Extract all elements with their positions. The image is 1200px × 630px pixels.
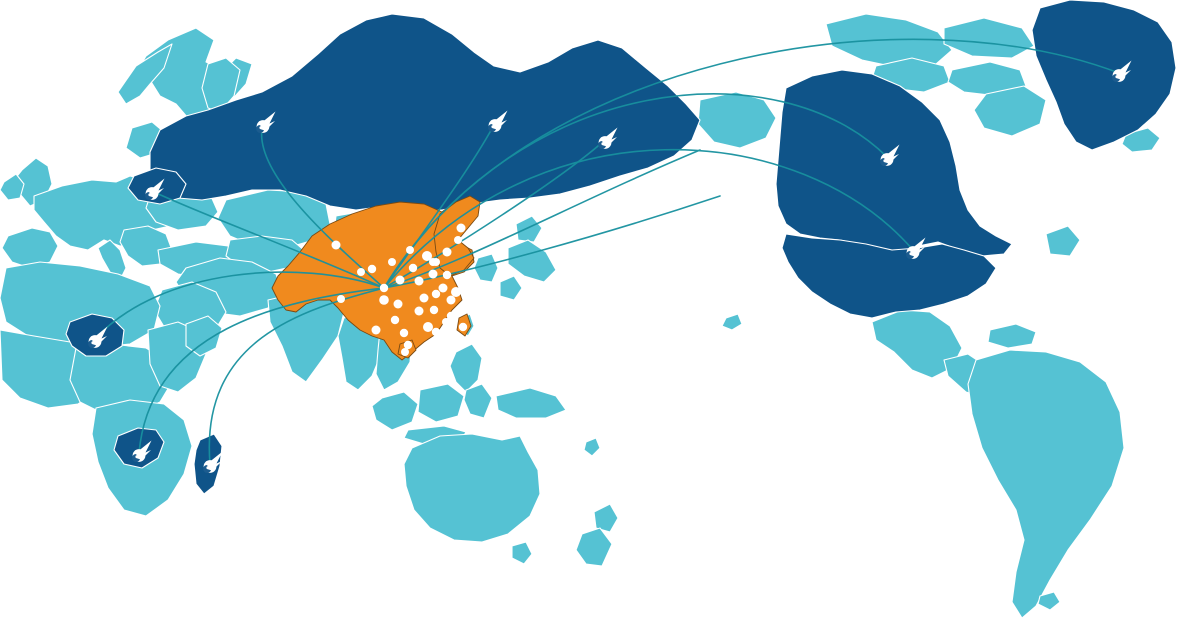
country-tasmania	[511, 541, 533, 565]
country-pacific-islands	[583, 437, 601, 457]
hub-dot[interactable]: Central hub	[379, 283, 389, 293]
route-hub-to-madagascar[interactable]	[208, 287, 385, 465]
country-philippines	[449, 343, 483, 393]
country-png	[495, 387, 567, 419]
route-far-east-extra-1[interactable]	[383, 149, 701, 289]
country-india	[267, 291, 345, 383]
city-dot[interactable]: Hefei	[431, 289, 441, 299]
country-central-africa	[69, 343, 173, 415]
country-ireland	[0, 173, 25, 201]
city-dot[interactable]: Chongqing	[393, 299, 403, 309]
route-hub-to-united-states[interactable]	[383, 148, 914, 289]
country-arctic-isle-2	[943, 17, 1035, 59]
destination-countries-layer	[65, 0, 1177, 495]
city-dot[interactable]: Harbin	[456, 223, 466, 233]
city-dot[interactable]: Yinchuan	[388, 258, 396, 266]
country-russia[interactable]	[149, 13, 701, 211]
city-dot[interactable]: Hohhot	[406, 246, 414, 254]
city-dot[interactable]: Tianjin	[429, 258, 437, 266]
city-dot[interactable]: Jinan	[428, 269, 438, 279]
city-dot[interactable]: Nanchang	[429, 305, 439, 315]
city-dot[interactable]: Nanjing	[438, 283, 448, 293]
country-iberia	[1, 227, 59, 269]
country-new-zealand-n	[593, 503, 619, 533]
network-hub-layer: Central hub	[379, 283, 389, 293]
route-arcs-layer	[94, 38, 1120, 465]
country-alaska-base	[697, 91, 777, 149]
route-hub-to-niger[interactable]	[94, 271, 385, 340]
country-united-states[interactable]	[781, 233, 997, 319]
country-canada[interactable]	[775, 69, 1013, 257]
country-indonesia-sumatra	[371, 391, 419, 431]
country-iceland	[1121, 127, 1161, 153]
city-dot[interactable]: Xining	[357, 268, 365, 276]
city-dot[interactable]: Kunming	[371, 325, 381, 335]
city-dot[interactable]: Zhengzhou	[414, 276, 424, 286]
country-japan-honshu	[507, 239, 557, 283]
city-dot[interactable]: Changsha	[414, 306, 424, 316]
city-dot[interactable]: Wuhan	[419, 293, 429, 303]
country-hawaii	[721, 313, 743, 331]
city-dot[interactable]: Xiamen	[442, 318, 450, 326]
city-dot[interactable]: Beijing	[422, 251, 432, 261]
country-japan-hokkaido	[515, 215, 543, 243]
city-dot[interactable]: Nanning	[399, 328, 409, 338]
domestic-cities-layer: UrumqiHarbinChangchunShenyangDalianHohho…	[331, 223, 468, 356]
city-dot[interactable]: Taiyuan	[408, 263, 418, 273]
city-dot[interactable]: Chengdu	[379, 295, 389, 305]
city-dot[interactable]: Hangzhou	[446, 295, 456, 305]
city-dot[interactable]: Lanzhou	[367, 264, 377, 274]
country-italy	[97, 239, 127, 281]
city-dot[interactable]: Shanghai	[451, 287, 461, 297]
country-japan-kyushu	[499, 275, 523, 301]
city-dot[interactable]: Sanya	[401, 348, 409, 356]
country-indonesia-borneo	[417, 383, 465, 423]
city-dot[interactable]: Haikou	[403, 340, 413, 350]
country-greenland[interactable]	[1031, 0, 1177, 151]
city-dot[interactable]: Fuzhou	[446, 311, 456, 321]
country-caribbean	[987, 323, 1037, 349]
city-dot[interactable]: Lhasa	[337, 295, 345, 303]
route-hub-to-russia-far-east[interactable]	[383, 139, 606, 289]
city-dot[interactable]: Guangzhou	[423, 322, 433, 332]
country-baffin	[973, 85, 1047, 137]
city-dot[interactable]: Shenzhen	[431, 327, 441, 337]
route-hub-to-zambia[interactable]	[138, 287, 385, 454]
city-dot[interactable]: Qingdao	[442, 270, 452, 280]
city-dot[interactable]: Shenyang	[442, 247, 452, 257]
country-australia	[403, 433, 541, 543]
country-horn-africa	[185, 315, 223, 357]
country-south-america	[967, 349, 1125, 619]
country-newfoundland	[1045, 225, 1081, 257]
route-hub-to-canada[interactable]	[383, 93, 888, 289]
city-dot[interactable]: Urumqi	[331, 240, 341, 250]
country-sulawesi	[463, 383, 493, 419]
city-dot[interactable]: Changchun	[454, 236, 462, 244]
country-falklands	[1037, 591, 1061, 611]
city-dot[interactable]: Guiyang	[390, 315, 400, 325]
city-dot[interactable]: Xi'an	[395, 275, 405, 285]
country-new-zealand-s	[575, 527, 613, 567]
country-canada-arctic-isles	[825, 13, 953, 69]
country-norway-coast	[117, 43, 173, 105]
city-dot[interactable]: Taipei	[458, 322, 468, 332]
route-hub-to-belarus[interactable]	[151, 190, 385, 289]
